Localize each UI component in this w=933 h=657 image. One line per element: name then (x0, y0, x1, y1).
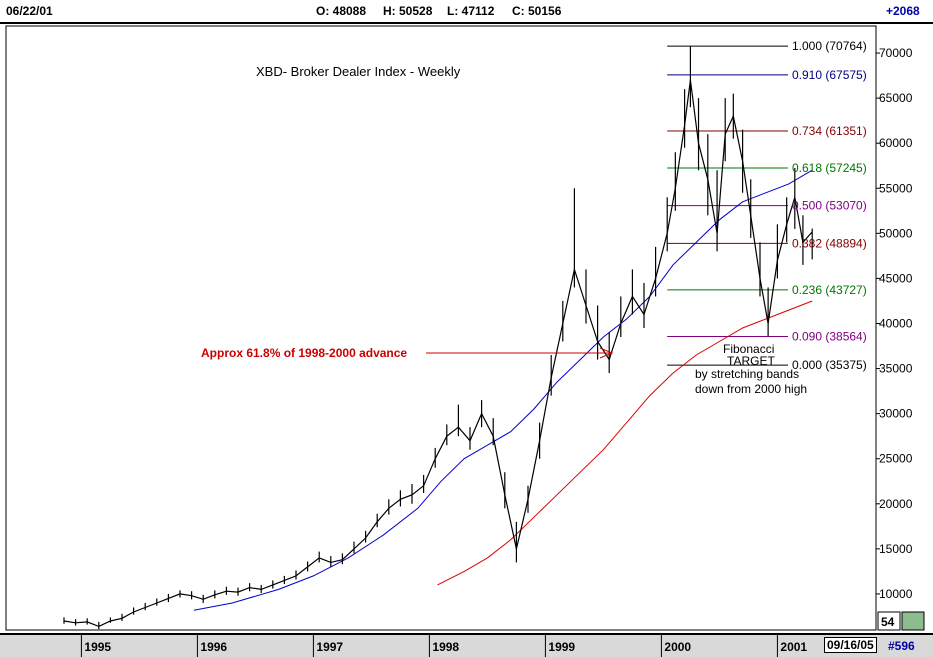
x-tick-label: 1995 (84, 640, 111, 654)
plot-frame (5, 25, 877, 631)
advance-annotation: Approx 61.8% of 1998-2000 advance (201, 346, 407, 360)
y-tick-label: 70000 (879, 46, 913, 60)
time-axis-bar: 1995 1996 1997 1998 1999 2000 2001 09/16/05 #5… (0, 633, 933, 657)
target-note-2: down from 2000 high (695, 382, 807, 396)
chart-area: 54 10000 15000 20000 25000 30000 35000 40000 45… (0, 22, 933, 633)
x-tick-label: 1997 (316, 640, 343, 654)
y-tick-label: 60000 (879, 136, 913, 150)
fib-level-label: 0.618 (57245) (792, 161, 867, 175)
arrow-head-icon (599, 347, 614, 359)
y-tick-label: 15000 (879, 542, 913, 556)
y-tick-label: 50000 (879, 226, 913, 240)
y-tick-label: 65000 (879, 91, 913, 105)
y-tick-label: 20000 (879, 497, 913, 511)
fib-level-label: 0.090 (38564) (792, 329, 867, 343)
fib-level-label: 0.500 (53070) (792, 199, 867, 213)
high-value: H: 50528 (383, 4, 433, 18)
fib-level-label: 0.382 (48894) (792, 236, 867, 250)
price-close-line (63, 80, 813, 628)
corner-grid-icon[interactable] (901, 611, 925, 631)
fib-level-label: 0.236 (43727) (792, 283, 867, 297)
red-band-line (437, 300, 813, 586)
quote-date: 06/22/01 (6, 4, 53, 18)
chart-title: XBD- Broker Dealer Index - Weekly (256, 64, 461, 79)
y-tick-label: 35000 (879, 362, 913, 376)
y-tick-label: 45000 (879, 271, 913, 285)
target-note-1: by stretching bands (695, 367, 799, 381)
target-subtitle: TARGET (727, 354, 775, 368)
fib-level-label: 0.910 (67575) (792, 68, 867, 82)
x-tick-label: 2001 (780, 640, 807, 654)
target-title: Fibonacci (723, 342, 774, 356)
y-tick-label: 55000 (879, 181, 913, 195)
open-value: O: 48088 (316, 4, 367, 18)
y-tick-label: 30000 (879, 407, 913, 421)
fib-level-label: 1.000 (70764) (792, 39, 867, 53)
fib-level-label: 0.000 (35375) (792, 358, 867, 372)
x-tick-label: 2000 (664, 640, 691, 654)
corner-box (877, 611, 901, 631)
x-axis: 1995 1996 1997 1998 1999 2000 2001 (80, 635, 807, 657)
y-tick-label: 40000 (879, 316, 913, 330)
corner-value: 54 (881, 615, 895, 629)
quote-header: 06/22/01 O: 48088 H: 50528 L: 47112 C: 5… (0, 0, 933, 24)
low-value: L: 47112 (447, 4, 495, 18)
y-tick-label: 10000 (879, 587, 913, 601)
footer-date: 09/16/05 (824, 637, 877, 653)
fib-level-label: 0.734 (61351) (792, 124, 867, 138)
x-tick-label: 1998 (432, 640, 459, 654)
x-tick-label: 1996 (200, 640, 227, 654)
footer-number: #596 (888, 639, 915, 653)
x-tick-label: 1999 (548, 640, 575, 654)
y-tick-label: 25000 (879, 452, 913, 466)
close-value: C: 50156 (512, 4, 562, 18)
price-chart: 54 10000 15000 20000 25000 30000 35000 40000 45… (5, 25, 925, 631)
change-value: +2068 (886, 4, 920, 18)
